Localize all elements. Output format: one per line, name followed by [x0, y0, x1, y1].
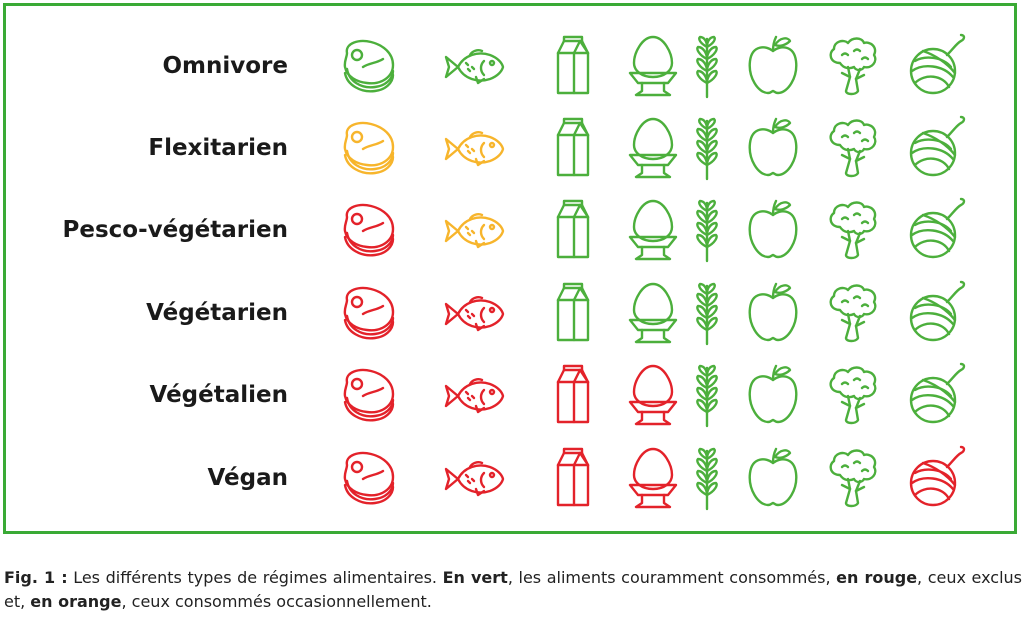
diet-row: Végétalien Milk [0, 354, 1024, 436]
caption-text-4: , ceux consommés occasionnellement. [121, 592, 432, 611]
figure-frame [3, 3, 1017, 534]
figure-caption: Fig. 1 : Les différents types de régimes… [4, 566, 1022, 614]
meat-icon [335, 445, 401, 511]
fish-icon [440, 280, 506, 346]
meat-icon [335, 197, 401, 263]
milk-carton-icon: Milk [540, 115, 606, 181]
caption-orange-bold: en orange [30, 592, 122, 611]
broccoli-icon [820, 280, 886, 346]
egg-icon [620, 445, 686, 511]
milk-carton-icon: Milk [540, 33, 606, 99]
diet-label: Pesco-végétarien [62, 217, 289, 243]
apple-icon [740, 280, 806, 346]
egg-icon [620, 280, 686, 346]
milk-label: Milk [560, 153, 582, 163]
meat-icon [335, 115, 401, 181]
egg-icon [620, 33, 686, 99]
diet-label: Flexitarien [148, 135, 288, 161]
broccoli-icon [820, 197, 886, 263]
milk-label: Milk [560, 71, 582, 81]
diet-grid: Omnivore Milk [0, 25, 1024, 519]
fish-icon [440, 445, 506, 511]
diet-row: Flexitarien Milk [0, 107, 1024, 189]
apple-icon [740, 115, 806, 181]
caption-text-2: , les aliments couramment consommés, [507, 568, 837, 587]
egg-icon [620, 115, 686, 181]
yarn-ball-icon [903, 280, 969, 346]
fish-icon [440, 362, 506, 428]
yarn-ball-icon [903, 115, 969, 181]
diet-row: Omnivore Milk [0, 25, 1024, 107]
fish-icon [440, 197, 506, 263]
broccoli-icon [820, 33, 886, 99]
caption-red-bold: en rouge [836, 568, 918, 587]
meat-icon [335, 362, 401, 428]
caption-fig-label: Fig. 1 : [4, 568, 68, 587]
milk-label: Milk [560, 235, 582, 245]
broccoli-icon [820, 445, 886, 511]
wheat-icon [674, 197, 740, 263]
apple-icon [740, 445, 806, 511]
milk-label: Milk [560, 400, 582, 410]
egg-icon [620, 362, 686, 428]
apple-icon [740, 197, 806, 263]
diet-label: Végétalien [149, 382, 288, 408]
diet-row: Végétarien Milk [0, 272, 1024, 354]
milk-carton-icon: Milk [540, 280, 606, 346]
yarn-ball-icon [903, 197, 969, 263]
diet-row: Pesco-végétarien Milk [0, 189, 1024, 271]
apple-icon [740, 33, 806, 99]
diet-label: Végétarien [146, 300, 288, 326]
meat-icon [335, 280, 401, 346]
wheat-icon [674, 115, 740, 181]
egg-icon [620, 197, 686, 263]
wheat-icon [674, 33, 740, 99]
milk-carton-icon: Milk [540, 197, 606, 263]
caption-text-1: Les différents types de régimes alimenta… [67, 568, 443, 587]
broccoli-icon [820, 362, 886, 428]
caption-green-bold: En vert [442, 568, 508, 587]
yarn-ball-icon [903, 445, 969, 511]
yarn-ball-icon [903, 362, 969, 428]
diet-label: Végan [207, 465, 289, 491]
diet-row: Végan Milk [0, 437, 1024, 519]
fish-icon [440, 115, 506, 181]
milk-label: Milk [560, 318, 582, 328]
wheat-icon [674, 280, 740, 346]
meat-icon [335, 33, 401, 99]
broccoli-icon [820, 115, 886, 181]
milk-carton-icon: Milk [540, 362, 606, 428]
fish-icon [440, 33, 506, 99]
milk-carton-icon: Milk [540, 445, 606, 511]
diet-label: Omnivore [162, 53, 288, 79]
apple-icon [740, 362, 806, 428]
wheat-icon [674, 445, 740, 511]
yarn-ball-icon [903, 33, 969, 99]
wheat-icon [674, 362, 740, 428]
caption-text-3: , ceux exclus et, [4, 568, 1023, 611]
milk-label: Milk [560, 483, 582, 493]
